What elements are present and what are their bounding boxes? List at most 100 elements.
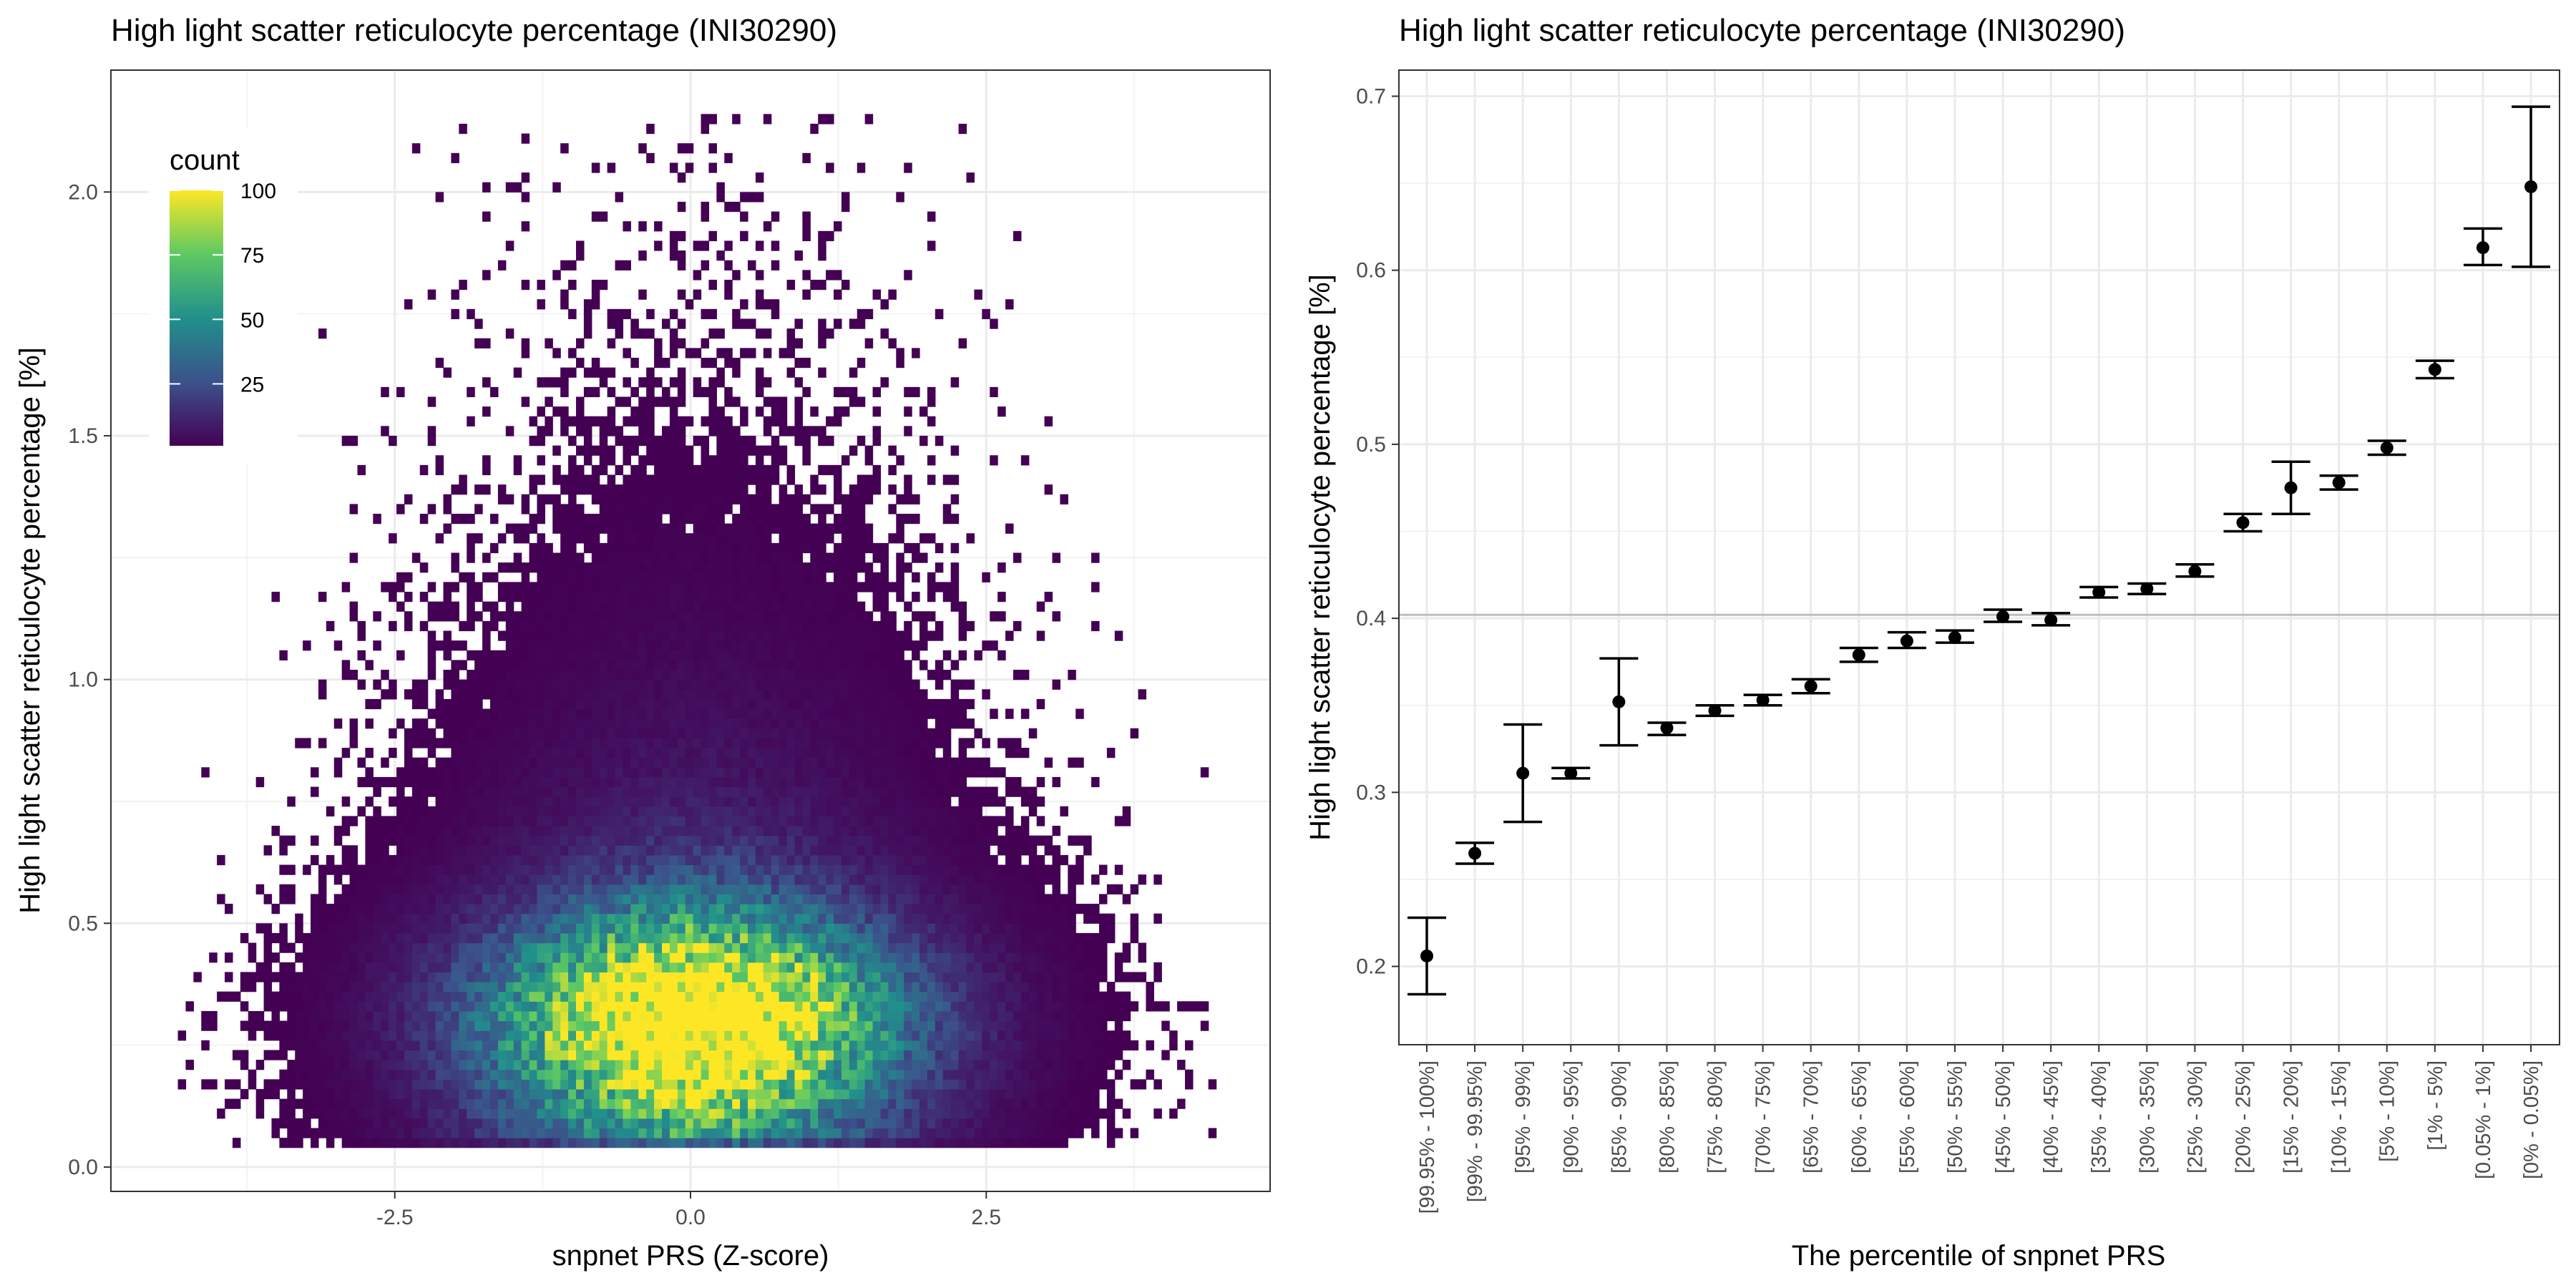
heatmap-cell <box>834 494 842 504</box>
heatmap-cell <box>748 542 756 554</box>
heatmap-cell <box>802 991 811 1002</box>
heatmap-cell <box>864 923 874 934</box>
heatmap-cell <box>826 884 834 895</box>
heatmap-cell <box>537 1050 545 1060</box>
heatmap-cell <box>615 1010 624 1022</box>
heatmap-cell <box>763 445 772 456</box>
heatmap-cell <box>389 1128 397 1138</box>
heatmap-cell <box>521 923 530 934</box>
heatmap-cell <box>513 1040 522 1051</box>
heatmap-cell <box>740 689 748 700</box>
heatmap-cell <box>271 932 280 944</box>
heatmap-cell <box>794 357 803 369</box>
heatmap-cell <box>271 904 280 914</box>
heatmap-cell <box>575 630 585 641</box>
heatmap-cell <box>467 932 475 944</box>
heatmap-cell <box>810 757 819 768</box>
heatmap-cell <box>279 864 288 875</box>
heatmap-cell <box>505 523 514 534</box>
heatmap-cell <box>373 904 381 914</box>
heatmap-cell <box>311 1108 319 1119</box>
heatmap-cell <box>341 435 351 447</box>
heatmap-cell <box>864 1118 874 1129</box>
heatmap-cell <box>864 796 874 807</box>
heatmap-cell <box>740 1098 748 1109</box>
heatmap-cell <box>365 982 374 992</box>
heatmap-cell <box>724 1138 733 1148</box>
heatmap-cell <box>599 904 608 914</box>
heatmap-cell <box>529 670 538 680</box>
heatmap-cell <box>482 670 491 680</box>
heatmap-cell <box>857 513 866 525</box>
heatmap-cell <box>389 972 397 982</box>
heatmap-cell <box>732 1088 741 1100</box>
heatmap-cell <box>583 845 592 856</box>
heatmap-cell <box>513 767 522 778</box>
heatmap-cell <box>467 991 475 1002</box>
heatmap-cell <box>834 786 842 797</box>
heatmap-cell <box>591 494 600 504</box>
heatmap-cell <box>357 1040 366 1051</box>
heatmap-cell <box>630 1088 639 1100</box>
heatmap-cell <box>537 1118 545 1129</box>
heatmap-cell <box>482 786 491 797</box>
heatmap-cell <box>661 318 670 329</box>
heatmap-cell <box>552 1010 561 1022</box>
heatmap-cell <box>545 913 553 924</box>
heatmap-cell <box>740 952 748 963</box>
heatmap-cell <box>724 864 733 875</box>
heatmap-cell <box>451 718 459 729</box>
heatmap-cell <box>545 670 553 680</box>
heatmap-cell <box>677 1088 686 1100</box>
heatmap-cell <box>568 826 577 836</box>
heatmap-cell <box>724 826 733 836</box>
heatmap-cell <box>419 718 429 729</box>
heatmap-cell <box>708 942 717 953</box>
heatmap-cell <box>638 289 647 300</box>
heatmap-cell <box>857 318 866 329</box>
heatmap-cell <box>529 679 538 690</box>
heatmap-cell <box>459 679 467 690</box>
heatmap-cell <box>537 1079 545 1090</box>
heatmap-cell <box>427 972 436 982</box>
heatmap-cell <box>701 1010 710 1022</box>
heatmap-cell <box>732 942 741 953</box>
heatmap-cell <box>357 1128 366 1138</box>
heatmap-cell <box>591 982 600 992</box>
heatmap-cell <box>568 1010 577 1022</box>
heatmap-cell <box>818 1079 826 1090</box>
heatmap-cell <box>654 620 663 632</box>
heatmap-cell <box>497 845 507 856</box>
heatmap-cell <box>591 1128 600 1138</box>
heatmap-cell <box>591 864 600 875</box>
heatmap-cell <box>740 738 748 748</box>
heatmap-cell <box>708 660 717 670</box>
heatmap-cell <box>591 660 600 670</box>
heatmap-cell <box>654 494 663 504</box>
heatmap-cell <box>505 1030 514 1041</box>
heatmap-cell <box>685 1069 694 1080</box>
heatmap-cell <box>661 660 670 670</box>
heatmap-cell <box>497 1050 507 1060</box>
heatmap-cell <box>357 1050 366 1060</box>
heatmap-cell <box>646 1020 655 1031</box>
heatmap-cell <box>771 1079 780 1090</box>
heatmap-cell <box>669 416 678 426</box>
heatmap-cell <box>435 1030 444 1041</box>
heatmap-cell <box>357 1088 366 1100</box>
heatmap-cell <box>443 1020 452 1031</box>
heatmap-cell <box>591 767 600 778</box>
heatmap-cell <box>834 982 842 992</box>
heatmap-cell <box>489 1098 499 1109</box>
heatmap-cell <box>794 250 803 261</box>
heatmap-cell <box>505 660 514 670</box>
heatmap-cell <box>389 864 397 875</box>
heatmap-cell <box>497 1098 507 1109</box>
heatmap-cell <box>755 523 764 534</box>
heatmap-cell <box>834 708 842 719</box>
heatmap-cell <box>537 776 545 788</box>
heatmap-cell <box>287 962 296 973</box>
heatmap-cell <box>623 748 631 758</box>
heatmap-cell <box>732 464 741 476</box>
heatmap-cell <box>654 1020 663 1031</box>
